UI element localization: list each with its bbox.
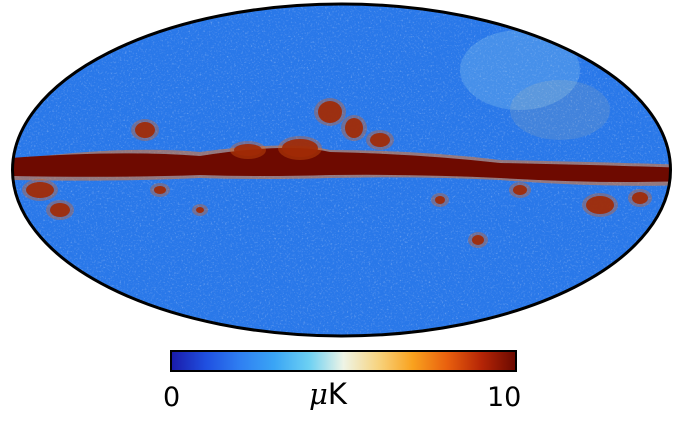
bright-region-halo <box>131 119 159 141</box>
bright-region <box>472 235 484 245</box>
bright-region-halo <box>468 232 488 248</box>
bright-region <box>586 196 614 214</box>
bright-region-halo <box>582 193 618 217</box>
bright-region-halo <box>628 189 652 207</box>
plane-core <box>12 147 671 182</box>
bright-region <box>632 192 648 204</box>
bright-region-halo <box>431 193 449 207</box>
bright-region <box>370 133 390 147</box>
bright-region <box>345 118 363 138</box>
galactic-plane-emission <box>12 30 671 248</box>
unit-prefix: μ <box>309 377 328 411</box>
bright-region-halo <box>22 179 58 201</box>
colorbar-min-label: 0 <box>163 382 181 413</box>
bright-region-halo <box>230 141 266 159</box>
bright-region-halo <box>192 204 208 216</box>
bright-region-halo <box>314 98 346 126</box>
bright-region <box>154 186 166 194</box>
bright-region <box>513 185 527 195</box>
bright-region <box>135 122 155 138</box>
bright-region <box>318 101 342 123</box>
bright-region-halo <box>150 183 170 197</box>
bright-region-halo <box>509 182 531 198</box>
bright-region <box>196 207 204 213</box>
bright-region <box>26 182 54 198</box>
colorbar-max-label: 10 <box>487 382 522 413</box>
bright-region-halo <box>46 200 74 220</box>
colorbar <box>170 350 517 372</box>
bright-region-halo <box>278 136 322 160</box>
diffuse-loop <box>510 80 610 140</box>
bright-region-halo <box>341 115 367 141</box>
unit-suffix: K <box>327 377 347 411</box>
map-outline <box>11 2 672 338</box>
bright-region <box>282 139 318 157</box>
colorbar-unit-label: μK <box>309 380 347 409</box>
diffuse-loop <box>460 30 580 110</box>
sky-map-body <box>12 4 671 336</box>
bright-region <box>234 144 262 156</box>
bright-region <box>50 203 70 217</box>
bright-region-halo <box>366 130 394 150</box>
bright-region <box>435 196 445 204</box>
